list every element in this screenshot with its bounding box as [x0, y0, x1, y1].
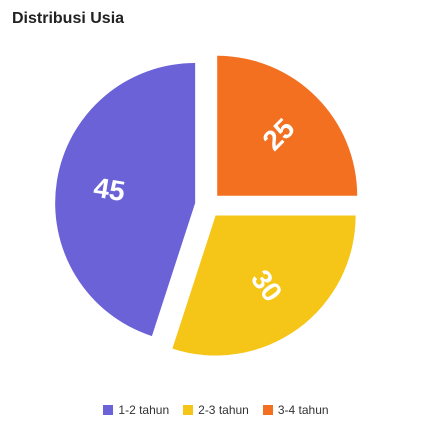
legend-swatch	[263, 405, 273, 415]
legend-label: 3-4 tahun	[278, 403, 329, 417]
legend-item-1-2-tahun[interactable]: 1-2 tahun	[103, 403, 169, 417]
legend-item-2-3-tahun[interactable]: 2-3 tahun	[183, 403, 249, 417]
legend-item-3-4-tahun[interactable]: 3-4 tahun	[263, 403, 329, 417]
legend-label: 2-3 tahun	[198, 403, 249, 417]
legend-swatch	[103, 405, 113, 415]
pie-slice-1-2-tahun[interactable]	[55, 63, 195, 336]
legend-label: 1-2 tahun	[118, 403, 169, 417]
slice-value-label: 45	[92, 172, 128, 207]
legend: 1-2 tahun 2-3 tahun 3-4 tahun	[0, 403, 432, 417]
legend-swatch	[183, 405, 193, 415]
